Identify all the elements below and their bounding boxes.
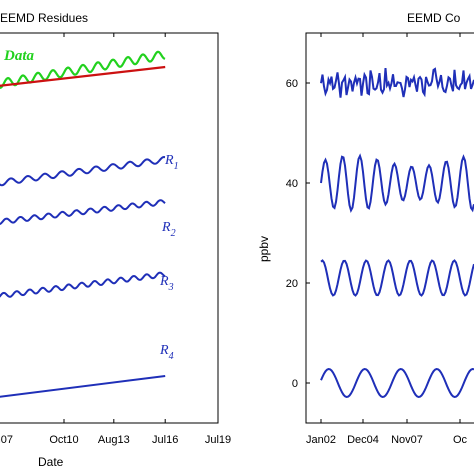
left-panel: EEMD Residues Jan07Oct10Aug13Jul16Jul19 … — [0, 11, 231, 469]
left-x-tick-label: Jan07 — [0, 434, 13, 446]
component-line-2 — [320, 153, 474, 214]
right-y-ticks: 0 20 40 60 — [286, 78, 310, 390]
component-line-3 — [320, 259, 474, 297]
left-xlabel: Date — [38, 455, 64, 469]
left-x-tick-label: Jul16 — [152, 434, 178, 446]
left-x-ticks: Jan07 Oct10 Aug13 Jul16 Jul19 — [0, 33, 231, 446]
right-axes-frame — [305, 32, 474, 424]
residue-label-1: R1 — [164, 153, 179, 172]
right-x-ticks: Jan02 Dec04 Nov07 Oc — [306, 33, 468, 446]
right-x-tick-label: Dec04 — [347, 434, 379, 446]
left-axes-frame — [0, 32, 219, 424]
residue-line-1 — [0, 155, 166, 187]
residue-label-2: R2 — [161, 220, 176, 239]
component-line-4 — [320, 367, 474, 399]
right-y-tick-label: 20 — [286, 278, 298, 290]
component-line-1 — [320, 67, 474, 98]
left-x-tick-label: Oct10 — [49, 434, 78, 446]
right-ylabel: ppbv — [257, 236, 271, 262]
right-y-tick-label: 0 — [292, 378, 298, 390]
right-x-tick-label: Nov07 — [391, 434, 423, 446]
residue-line-3 — [0, 271, 166, 298]
residue-label-4: R4 — [159, 343, 174, 362]
left-x-tick-label: Jul19 — [205, 434, 231, 446]
right-y-tick-label: 60 — [286, 78, 298, 90]
right-x-tick-label: Oc — [453, 434, 468, 446]
residue-labels: R1 R2 R3 R4 — [159, 153, 179, 362]
data-series-line — [0, 50, 166, 89]
residue-line-2 — [0, 199, 166, 226]
right-title: EEMD Co — [407, 11, 461, 25]
left-x-tick-label: Aug13 — [98, 434, 130, 446]
right-panel: EEMD Co 0 20 40 60 ppbv Jan02 Dec04 Nov07 Oc — [257, 11, 474, 446]
left-title: EEMD Residues — [0, 11, 88, 25]
residue-line-4 — [0, 375, 166, 398]
data-annotation: Data — [3, 48, 35, 64]
left-series-group — [0, 50, 166, 398]
residue-label-3: R3 — [159, 274, 174, 293]
trend-fit-line — [0, 65, 166, 87]
right-x-tick-label: Jan02 — [306, 434, 336, 446]
right-y-tick-label: 40 — [286, 178, 298, 190]
right-series-group — [320, 67, 474, 399]
